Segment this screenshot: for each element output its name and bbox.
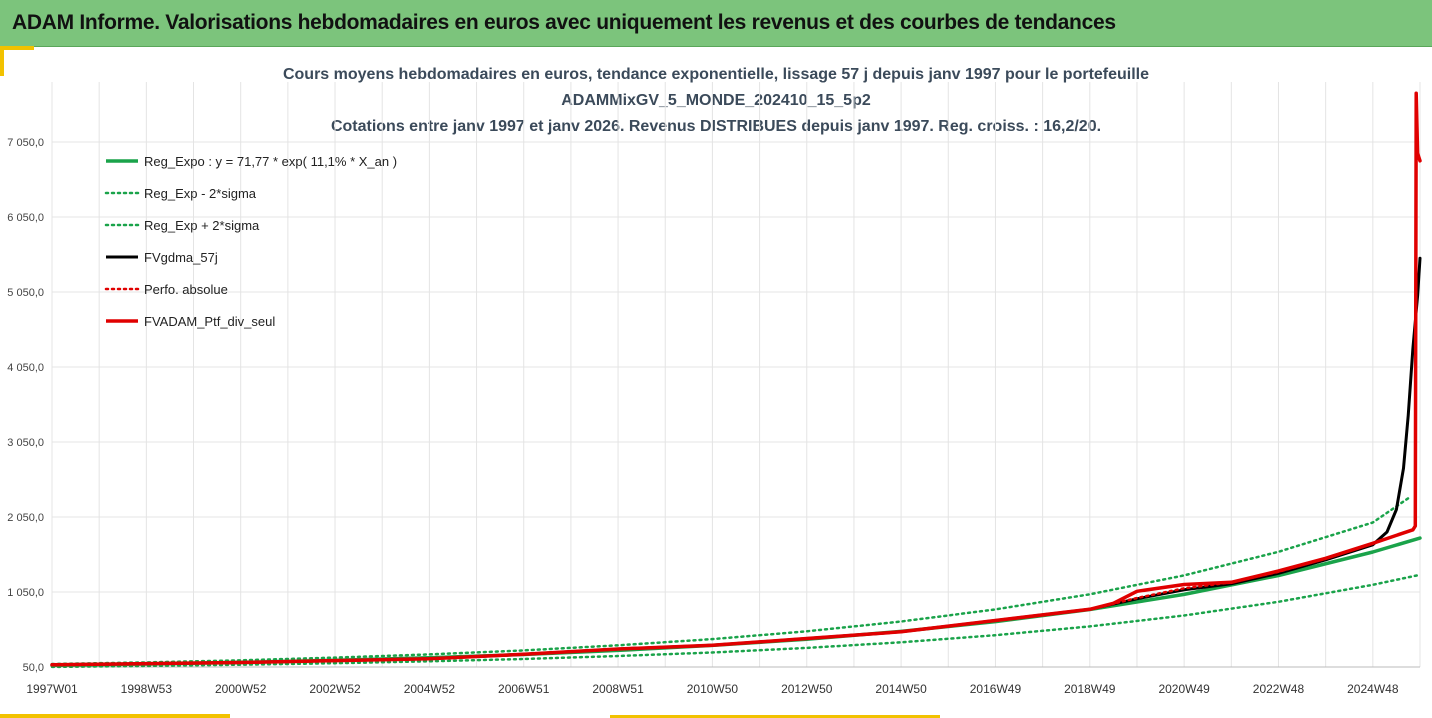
page-title: ADAM Informe. Valorisations hebdomadaire… (12, 11, 1116, 34)
bottom-accent (0, 714, 230, 718)
y-tick-label: 6 050,0 (7, 212, 44, 224)
x-tick-label: 2016W49 (970, 682, 1022, 696)
x-tick-label: 2002W52 (309, 682, 361, 696)
corner-accent-vertical (0, 46, 4, 76)
legend-label: Reg_Exp + 2*sigma (144, 218, 260, 233)
x-tick-label: 2012W50 (781, 682, 833, 696)
x-tick-label: 2022W48 (1253, 682, 1305, 696)
legend-label: FVADAM_Ptf_div_seul (144, 314, 275, 329)
series-line-0 (50, 536, 1422, 668)
corner-accent (0, 46, 34, 50)
chart-title-line-2: ADAMMixGV_5_MONDE_202410_15_5p2 (561, 92, 871, 109)
x-tick-label: 2010W50 (687, 682, 739, 696)
y-tick-label: 5 050,0 (7, 287, 44, 299)
y-tick-label: 3 050,0 (7, 437, 44, 449)
y-tick-label: 1 050,0 (7, 587, 44, 599)
y-tick-label: 50,0 (23, 662, 44, 674)
x-tick-label: 2014W50 (875, 682, 927, 696)
x-tick-label: 2024W48 (1347, 682, 1399, 696)
x-tick-label: 2020W49 (1158, 682, 1210, 696)
legend-label: FVgdma_57j (144, 250, 218, 265)
x-tick-label: 1997W01 (26, 682, 78, 696)
legend-label: Perfo. absolue (144, 282, 228, 297)
y-tick-label: 2 050,0 (7, 512, 44, 524)
series-line-2 (50, 497, 1410, 666)
x-tick-label: 1998W53 (121, 682, 173, 696)
x-tick-label: 2008W51 (592, 682, 644, 696)
chart-title-line-1: Cours moyens hebdomadaires en euros, ten… (282, 66, 1150, 83)
x-tick-label: 2004W52 (404, 682, 456, 696)
header-banner: ADAM Informe. Valorisations hebdomadaire… (0, 0, 1432, 47)
x-tick-label: 2006W51 (498, 682, 550, 696)
y-tick-label: 7 050,0 (7, 137, 44, 149)
series-line-1 (50, 573, 1422, 669)
series-line-5 (50, 91, 1422, 667)
legend-label: Reg_Exp - 2*sigma (144, 186, 257, 201)
bottom-accent-2 (610, 715, 940, 718)
legend-label: Reg_Expo : y = 71,77 * exp( 11,1% * X_an… (144, 154, 397, 169)
x-tick-label: 2018W49 (1064, 682, 1116, 696)
x-tick-label: 2000W52 (215, 682, 267, 696)
y-tick-label: 4 050,0 (7, 362, 44, 374)
